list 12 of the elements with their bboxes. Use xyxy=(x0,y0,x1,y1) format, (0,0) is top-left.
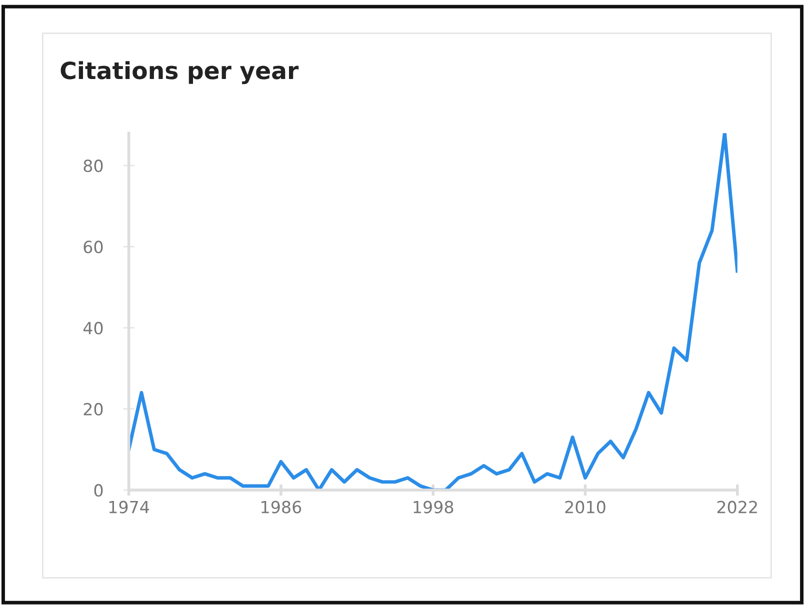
y-tick-label: 20 xyxy=(84,402,103,416)
y-tick-label: 0 xyxy=(94,484,103,497)
x-tick-label: 1986 xyxy=(262,500,302,514)
x-tick-label: 1998 xyxy=(414,500,454,514)
chart-title: Citations per year xyxy=(60,61,299,84)
x-tick-label: 1974 xyxy=(109,500,150,514)
y-tick-label: 40 xyxy=(83,322,103,334)
y-tick-label: 80 xyxy=(84,160,103,172)
x-tick-label: 2010 xyxy=(565,500,606,514)
y-tick-label: 60 xyxy=(84,240,103,254)
line-series xyxy=(128,133,738,490)
x-tick-label: 2022 xyxy=(717,500,757,514)
